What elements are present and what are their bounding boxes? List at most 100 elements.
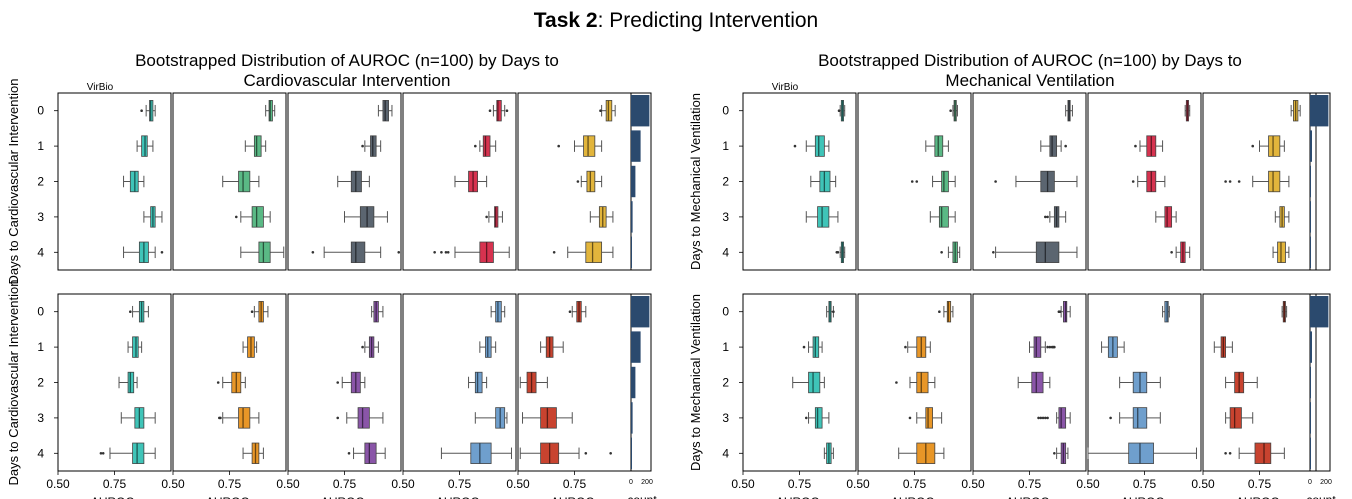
outlier-point (994, 180, 997, 183)
y-tick-label: 2 (37, 175, 44, 189)
outlier-point (1224, 452, 1227, 455)
panel-frame (57, 92, 172, 271)
outlier-point (446, 251, 450, 254)
histogram-bar (1310, 130, 1312, 162)
chart-title-line-2: Mechanical Ventilation (945, 71, 1114, 90)
box (583, 135, 596, 157)
x-axis-label: AUROC (206, 495, 250, 499)
box (1132, 407, 1148, 429)
outlier-point (552, 251, 556, 254)
box (1268, 135, 1281, 157)
panel-frame (402, 92, 517, 271)
outlier-point (1046, 416, 1049, 420)
chart-1: Bootstrapped Distribution of AUROC (n=10… (6, 51, 657, 499)
box (817, 206, 830, 228)
outlier-point (599, 109, 602, 112)
histogram-bar (631, 95, 650, 127)
outlier-point (1046, 345, 1049, 349)
box (1058, 407, 1067, 429)
box (814, 135, 825, 157)
boxplot-panel: 0.50 0.75 AUROC (161, 293, 287, 499)
box (585, 241, 603, 263)
y-tick-label: 0 (722, 104, 729, 118)
y-axis-label: Days to Cardiovascular Intervention (6, 79, 21, 285)
chart-title-line-1: Bootstrapped Distribution of AUROC (n=10… (818, 51, 1242, 70)
plots-container: Bootstrapped Distribution of AUROC (n=10… (6, 51, 1336, 499)
outlier-point (444, 251, 448, 254)
outlier-point (1228, 180, 1232, 183)
y-tick-label: 3 (722, 411, 729, 425)
box (474, 371, 483, 394)
panel-frame (1087, 92, 1202, 271)
box (814, 407, 823, 429)
count-histogram (630, 92, 652, 271)
y-axis-label-line-1: Days to Cardiovascular Intervention (6, 79, 21, 285)
box (258, 241, 271, 263)
histogram-bar (631, 437, 632, 469)
boxplot-panel (1202, 92, 1317, 271)
outlier-point (793, 144, 797, 148)
outlier-point (1039, 416, 1043, 420)
boxplot-panel (517, 92, 632, 271)
panel-label: VirBio (772, 82, 799, 93)
histogram-bar (1310, 331, 1312, 363)
outlier-point (397, 251, 401, 254)
outlier-point (832, 310, 835, 314)
outlier-point (1228, 452, 1232, 455)
y-tick-label: 2 (722, 175, 729, 189)
x-tick-label: 0.50 (506, 477, 530, 491)
y-tick-label: 2 (722, 376, 729, 390)
histogram-bar (631, 331, 641, 363)
outlier-point (802, 345, 806, 349)
x-axis-label: AUROC (551, 495, 595, 499)
x-tick-label: 0.50 (846, 477, 870, 491)
boxplot-panel: 0.50 0.75 AUROC (391, 293, 517, 499)
box (916, 371, 929, 394)
histogram-bar (1310, 296, 1329, 328)
outlier-point (584, 452, 588, 455)
boxplot-panel (172, 92, 287, 271)
y-tick-label: 3 (37, 210, 44, 224)
boxplot-panel (402, 92, 517, 271)
box (364, 442, 377, 464)
panel-frame (57, 293, 172, 472)
outlier-point (1170, 251, 1173, 254)
outlier-point (1053, 345, 1056, 349)
outlier-point (1037, 416, 1040, 420)
box (1229, 407, 1242, 429)
y-axis-label-line-1: Days to Cardiovascular Intervention (6, 280, 21, 486)
box (253, 135, 262, 157)
outlier-point (1134, 144, 1137, 148)
box (1031, 371, 1044, 394)
count-histogram: 0 200 count (1306, 293, 1336, 499)
boxplot-panel (57, 92, 172, 271)
y-tick-label: 4 (37, 446, 44, 460)
y-tick-label: 4 (722, 446, 729, 460)
x-tick-label: 0.50 (731, 477, 755, 491)
outlier-point (992, 251, 995, 254)
outlier-point (440, 251, 443, 254)
y-tick-label: 1 (722, 340, 729, 354)
outlier-point (1109, 416, 1112, 420)
y-tick-label: 3 (722, 210, 729, 224)
outlier-point (1131, 180, 1135, 183)
x-axis-label: AUROC (91, 495, 135, 499)
y-tick-label: 3 (37, 411, 44, 425)
histogram-x-tick-label: 0 (629, 479, 633, 486)
histogram-bar (1310, 236, 1311, 268)
outlier-point (1251, 144, 1255, 148)
outlier-point (904, 345, 907, 349)
outlier-point (99, 452, 103, 455)
x-axis-label: AUROC (436, 495, 480, 499)
box (1268, 170, 1281, 193)
box (808, 371, 821, 394)
boxplot-panel: 0.50 0.75 AUROC (276, 293, 402, 499)
outlier-point (1046, 215, 1049, 219)
histogram-x-label: count (627, 493, 657, 499)
chart-title-line-2: Cardiovascular Intervention (244, 71, 451, 90)
outlier-point (1041, 416, 1045, 420)
outlier-point (129, 310, 132, 314)
boxplot-panel: 0.50 0.75 AUROC (1076, 293, 1202, 499)
histogram-bar (631, 130, 641, 162)
